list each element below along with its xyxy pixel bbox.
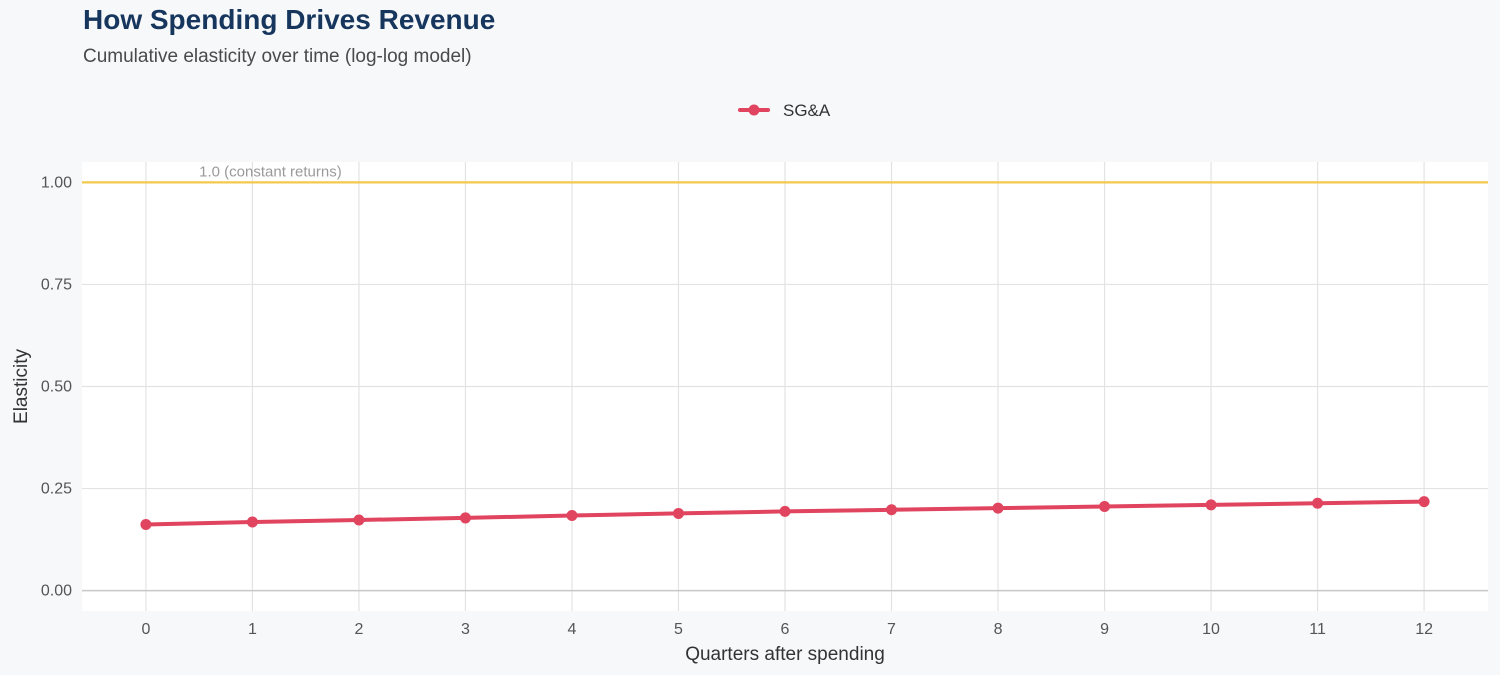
- data-point: [1205, 499, 1217, 511]
- data-point: [1099, 501, 1111, 513]
- x-tick-label: 8: [994, 621, 1003, 638]
- x-axis-label: Quarters after spending: [685, 644, 885, 665]
- data-point: [140, 518, 152, 530]
- x-tick-label: 7: [887, 621, 896, 638]
- y-tick-label: 1.00: [41, 174, 72, 191]
- y-tick-label: 0.00: [41, 583, 72, 600]
- x-tick-label: 4: [568, 621, 577, 638]
- data-point: [992, 502, 1004, 514]
- data-point: [1418, 496, 1430, 508]
- chart-title: How Spending Drives Revenue: [83, 4, 496, 35]
- y-tick-label: 0.50: [41, 379, 72, 396]
- legend-label: SG&A: [783, 101, 831, 120]
- data-point: [672, 507, 684, 519]
- data-point: [566, 509, 578, 521]
- x-tick-label: 2: [354, 621, 363, 638]
- y-axis-label: Elasticity: [11, 349, 32, 424]
- legend-swatch-point: [748, 104, 760, 116]
- y-tick-label: 0.75: [41, 276, 72, 293]
- reference-line-label: 1.0 (constant returns): [199, 163, 342, 180]
- data-point: [459, 512, 471, 524]
- data-point: [246, 516, 258, 528]
- data-point: [779, 505, 791, 517]
- data-point: [353, 514, 365, 526]
- x-tick-label: 12: [1415, 621, 1433, 638]
- y-tick-label: 0.25: [41, 481, 72, 498]
- x-tick-label: 10: [1202, 621, 1220, 638]
- data-point: [886, 504, 898, 516]
- x-tick-label: 5: [674, 621, 683, 638]
- x-tick-label: 9: [1100, 621, 1109, 638]
- x-tick-label: 3: [461, 621, 470, 638]
- x-tick-label: 11: [1309, 621, 1326, 638]
- data-point: [1312, 497, 1324, 509]
- x-tick-label: 1: [248, 621, 257, 638]
- chart-subtitle: Cumulative elasticity over time (log-log…: [83, 46, 472, 67]
- x-tick-label: 0: [141, 621, 150, 638]
- x-tick-label: 6: [781, 621, 790, 638]
